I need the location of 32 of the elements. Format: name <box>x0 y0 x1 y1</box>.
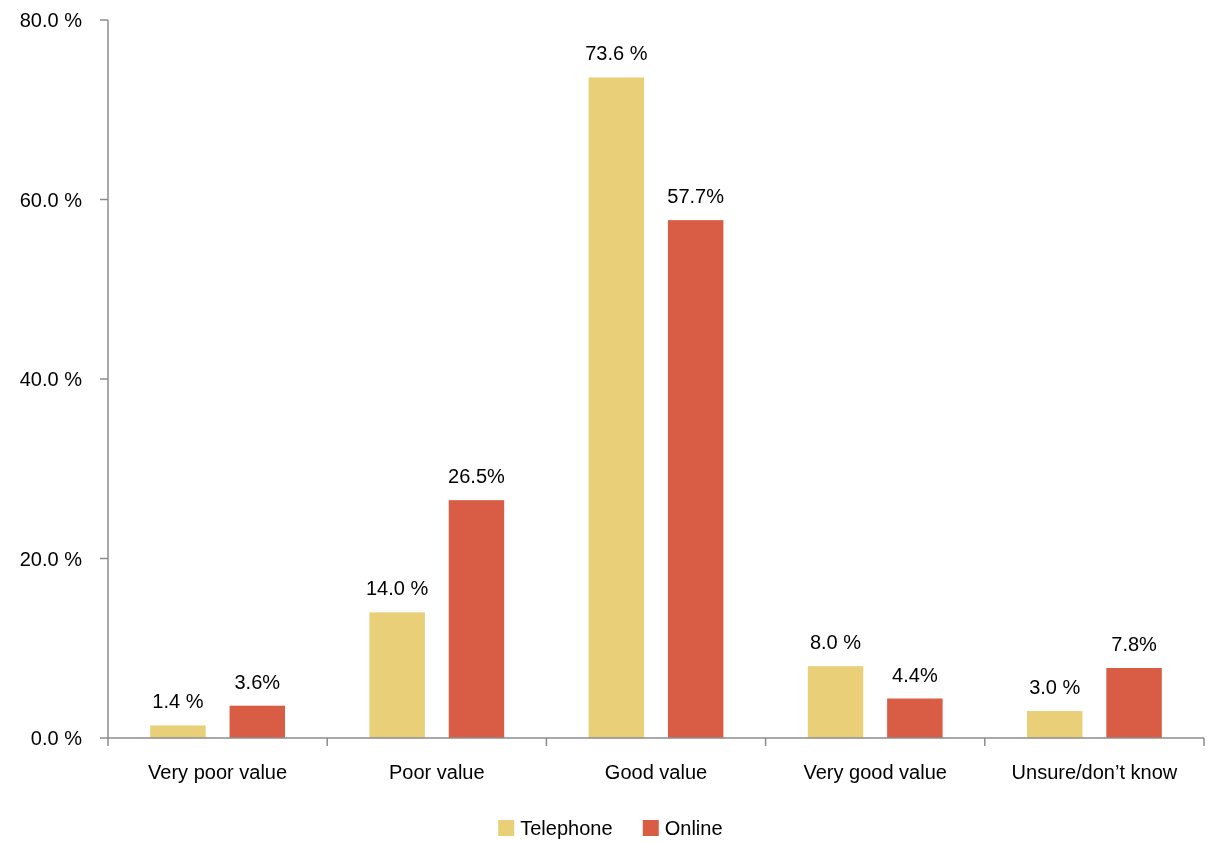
y-tick-label: 60.0 % <box>19 188 83 211</box>
y-tick-label: 0.0 % <box>30 727 83 749</box>
y-tick-label: 40.0 % <box>19 368 83 390</box>
data-label: 3.6% <box>234 670 281 693</box>
bar <box>667 220 724 738</box>
bar <box>150 725 206 738</box>
y-tick-label: 80.0 % <box>19 9 83 31</box>
legend-label: Telephone <box>520 817 613 839</box>
data-label: 26.5% <box>448 465 506 488</box>
x-tick-label: Very poor value <box>148 761 288 783</box>
data-label: 7.8% <box>1111 632 1158 655</box>
x-tick-label: Poor value <box>388 761 485 783</box>
data-label: 1.4 % <box>152 690 204 713</box>
data-label: 14.0 % <box>365 577 429 600</box>
data-label: 4.4% <box>892 663 938 686</box>
y-tick-label: 20.0 % <box>19 547 83 570</box>
bar <box>887 698 943 738</box>
bar <box>807 666 864 738</box>
x-tick-label: Very good value <box>803 761 947 783</box>
bar <box>1106 668 1162 738</box>
bar <box>229 705 285 738</box>
x-tick-label: Unsure/don’t know <box>1011 761 1178 783</box>
data-label: 8.0 % <box>809 631 862 654</box>
x-tick-label: Good value <box>604 761 708 783</box>
bar <box>448 500 505 738</box>
data-label: 3.0 % <box>1029 676 1081 699</box>
data-label: 57.7% <box>667 185 725 208</box>
bar <box>369 612 425 738</box>
data-label: 73.6 % <box>585 42 648 65</box>
bar <box>1027 711 1083 738</box>
bar <box>588 77 645 738</box>
legend-label: Online <box>664 817 723 839</box>
